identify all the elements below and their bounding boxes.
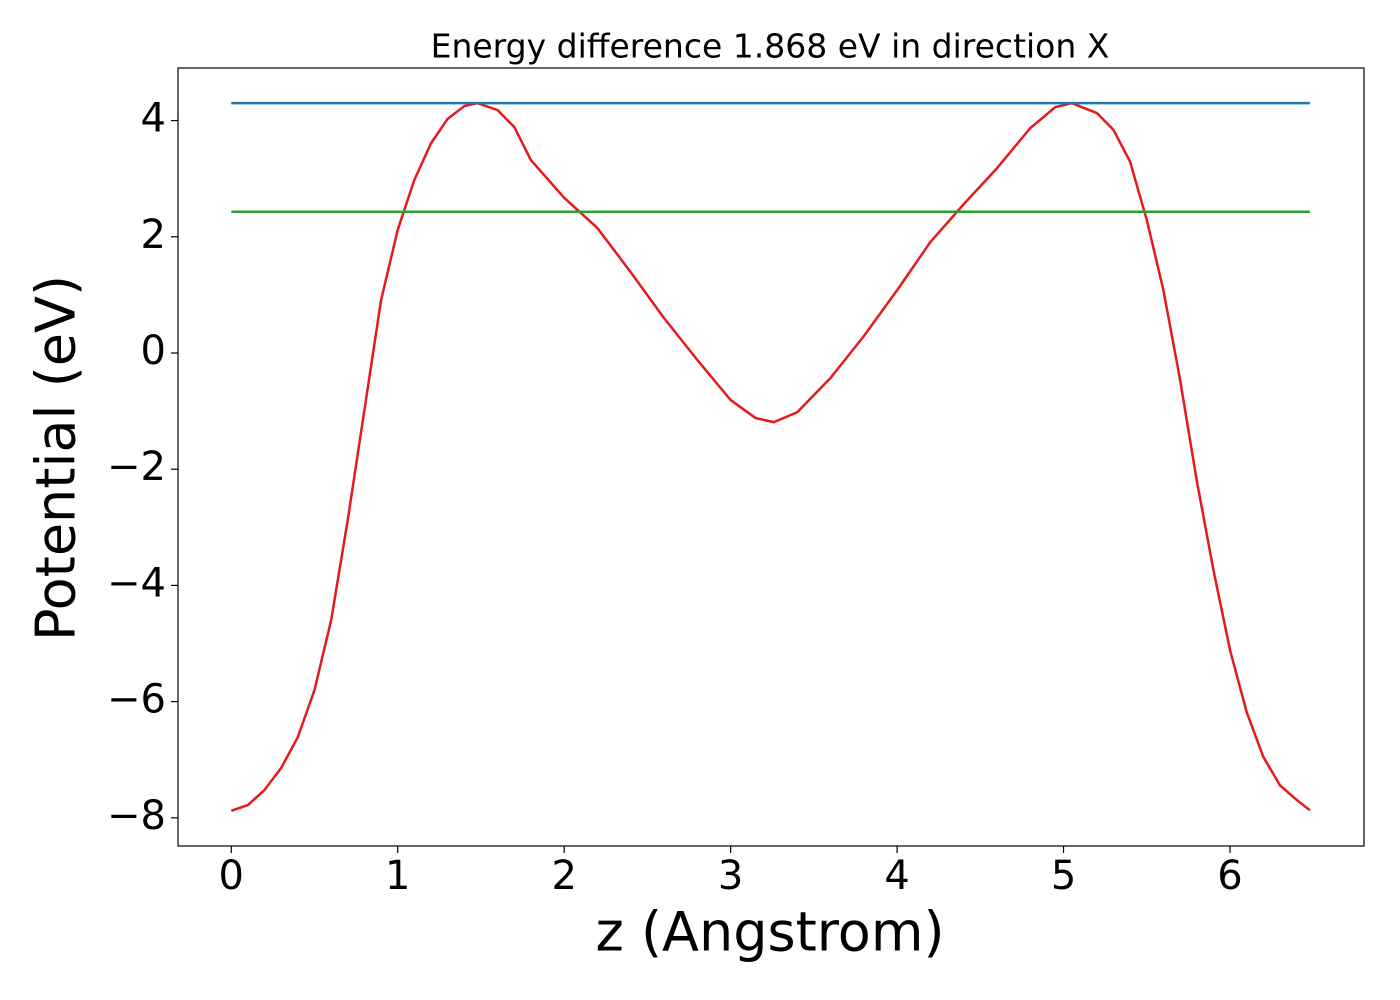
x-tick-label: 1 [385,853,410,899]
series-line [230,101,1311,813]
y-tick-label: 0 [141,328,166,374]
y-axis-label: Potential (eV) [25,275,88,641]
y-tick-label: 2 [141,212,166,258]
x-tick-label: 3 [718,853,743,899]
y-tick-label: 4 [141,96,166,142]
x-tick-label: 6 [1217,853,1242,899]
x-tick-label: 0 [219,853,244,899]
y-tick-label: −4 [107,560,166,606]
y-tick-label: −2 [107,444,166,490]
x-tick-label: 2 [551,853,576,899]
x-tick-label: 4 [884,853,909,899]
plot-frame [177,67,1365,847]
chart-title: Energy difference 1.868 eV in direction … [431,27,1110,66]
y-tick-label: −8 [107,793,166,839]
x-axis-label: z (Angstrom) [595,901,944,964]
y-tick-label: −6 [107,677,166,723]
x-tick-label: 5 [1051,853,1076,899]
